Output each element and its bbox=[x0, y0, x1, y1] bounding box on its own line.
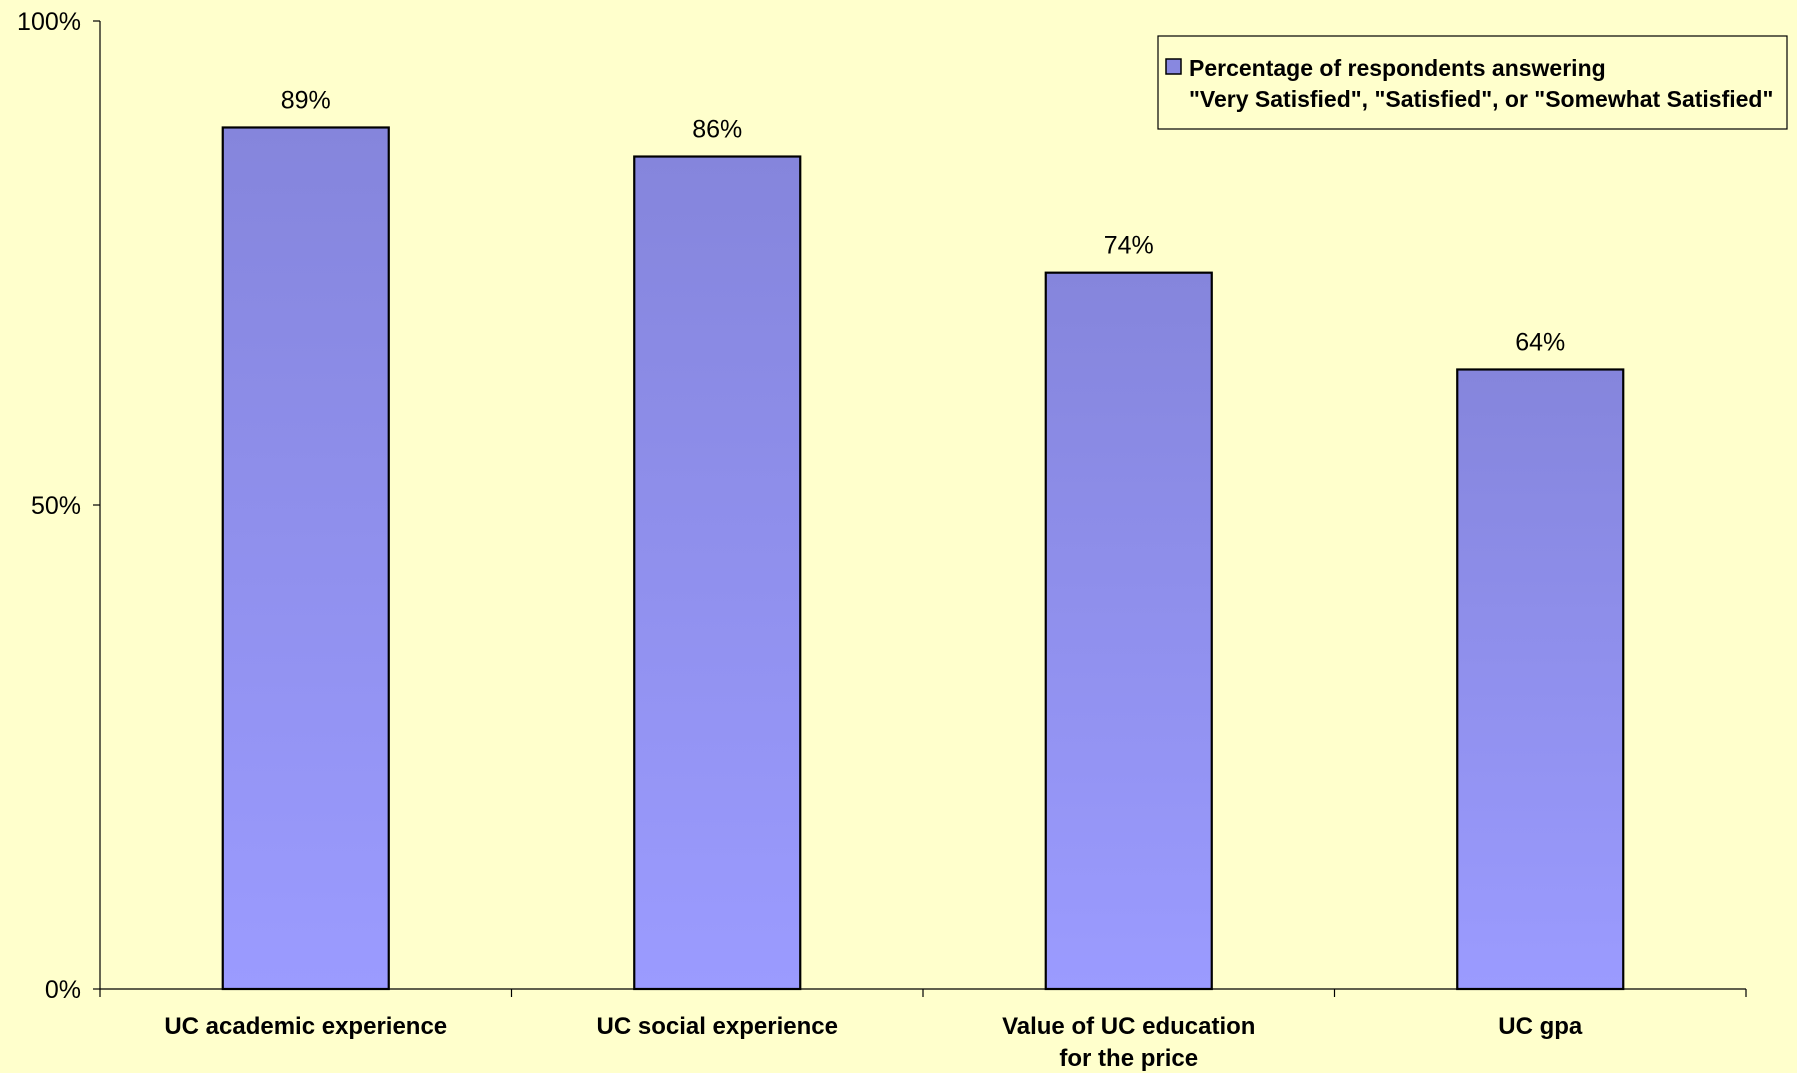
legend-swatch bbox=[1165, 58, 1182, 75]
bars bbox=[221, 126, 1625, 991]
bar-value-label: 86% bbox=[692, 116, 742, 144]
y-tick-label: 50% bbox=[31, 492, 81, 520]
y-tick-label: 0% bbox=[45, 976, 81, 1004]
legend: Percentage of respondents answering "Very… bbox=[1157, 35, 1788, 130]
x-category-label: for the price bbox=[1059, 1045, 1198, 1072]
data-labels: 89% 86% 74% 64% bbox=[281, 86, 1566, 356]
bar bbox=[633, 155, 802, 991]
bar bbox=[1456, 368, 1625, 991]
y-tick-label: 100% bbox=[17, 8, 81, 36]
x-category-label: Value of UC education bbox=[1002, 1013, 1255, 1040]
bar bbox=[1044, 271, 1213, 991]
axes: 0% 50% 100% UC academic experience UC social… bbox=[17, 8, 1747, 1072]
x-category-label: UC academic experience bbox=[164, 1013, 447, 1040]
x-category-label: UC social experience bbox=[597, 1013, 838, 1040]
bar bbox=[221, 126, 390, 991]
legend-label: Percentage of respondents answering bbox=[1189, 55, 1606, 81]
bar-value-label: 64% bbox=[1515, 328, 1565, 356]
bar-value-label: 74% bbox=[1104, 232, 1154, 260]
legend-label: "Very Satisfied", "Satisfied", or "Somew… bbox=[1189, 86, 1773, 112]
x-category-label: UC gpa bbox=[1498, 1013, 1583, 1040]
bar-value-label: 89% bbox=[281, 86, 331, 114]
legend-box bbox=[1157, 35, 1788, 130]
